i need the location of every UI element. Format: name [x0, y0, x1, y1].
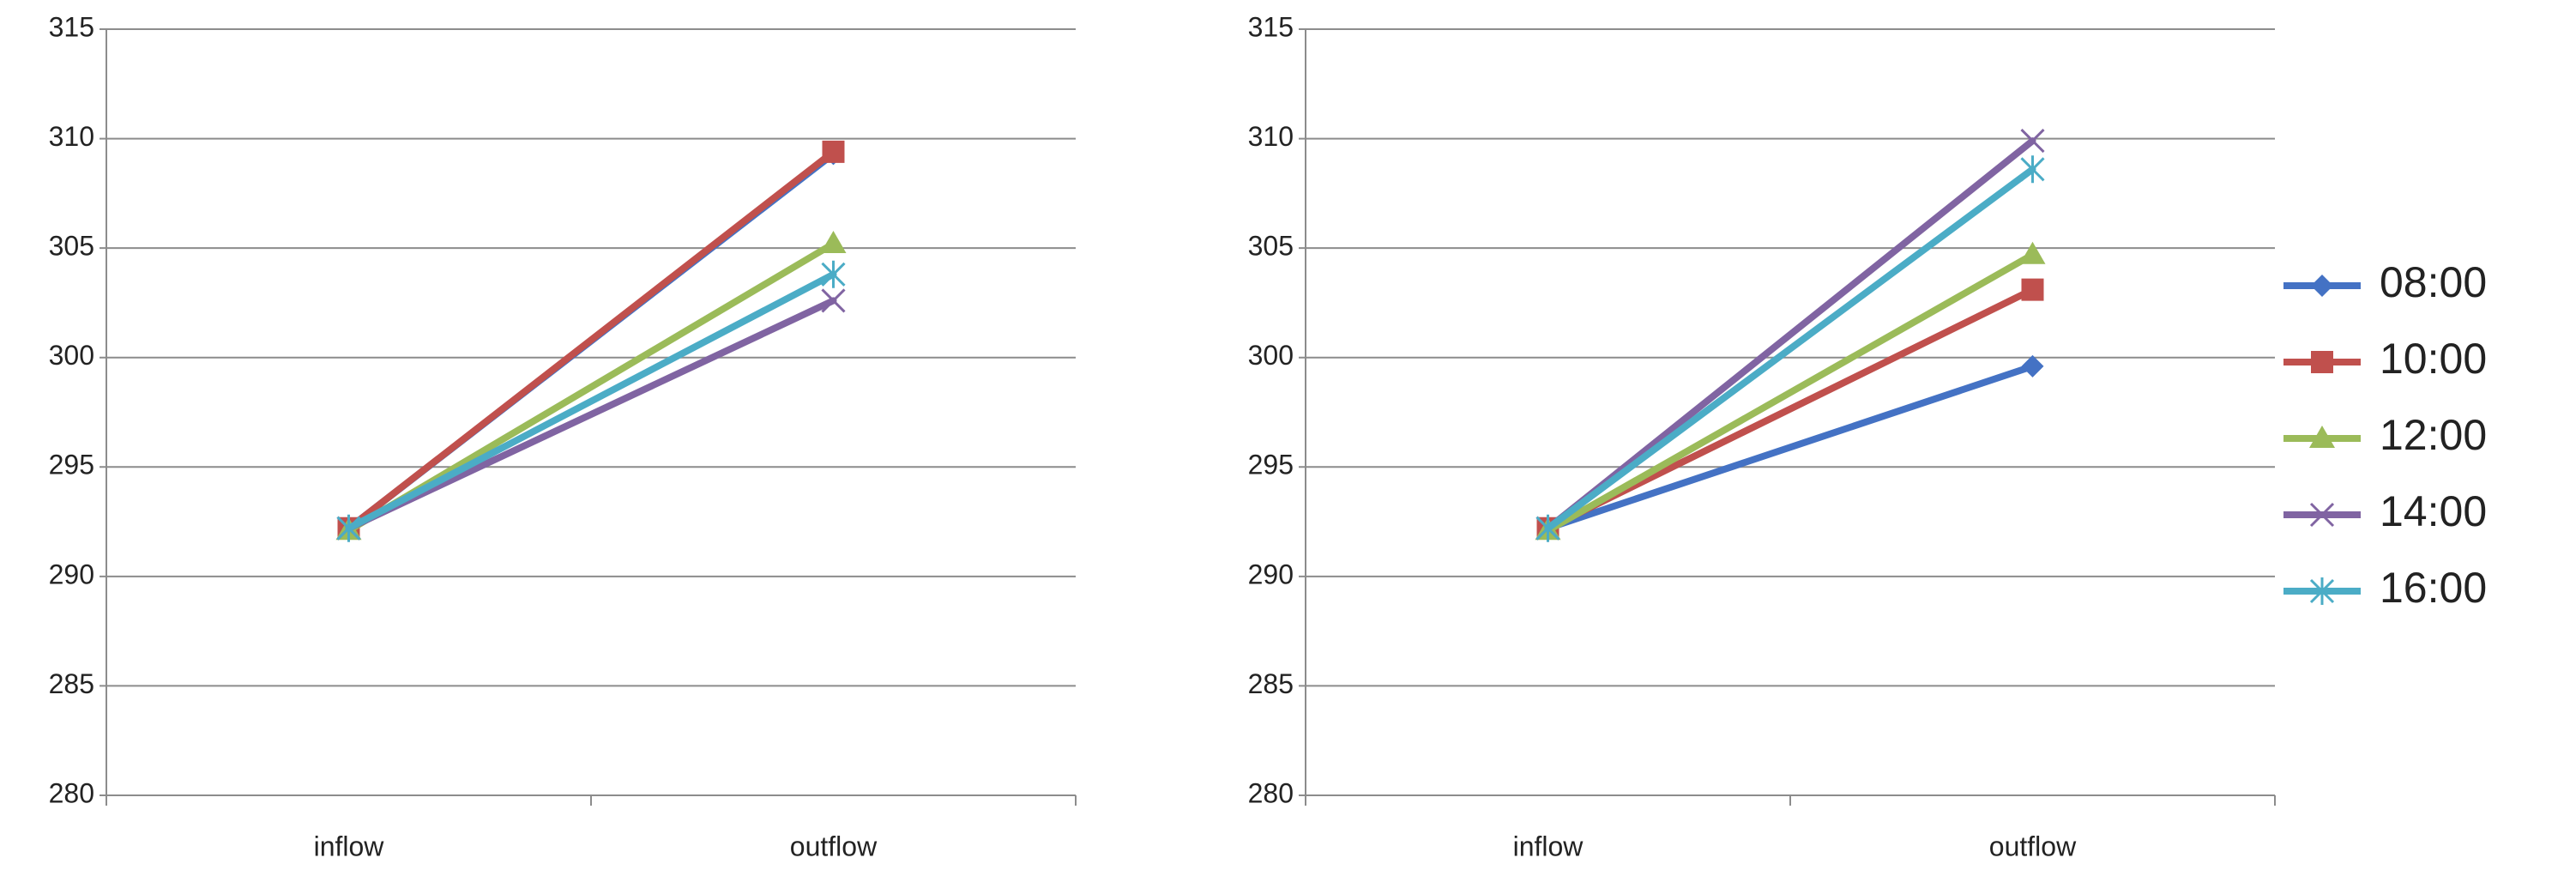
marker [2020, 155, 2045, 184]
series-line [1544, 362, 2036, 532]
chart: 280 285 290 295 300 305 310 315 inflow outflow [1248, 11, 2276, 861]
y-tick-label: 280 [49, 777, 94, 808]
series-line [345, 270, 837, 532]
series-line [1544, 137, 2036, 532]
y-tick-label: 285 [49, 668, 94, 699]
x-tick-label: inflow [314, 831, 385, 861]
y-tick-label: 300 [49, 340, 94, 371]
legend-marker [2309, 577, 2335, 605]
series-line [345, 297, 837, 532]
y-tick-label: 290 [49, 559, 94, 589]
x-tick-label: inflow [1513, 831, 1584, 861]
marker [2021, 278, 2044, 301]
marker [820, 231, 847, 254]
y-tick-label: 295 [49, 450, 94, 480]
series-line [1544, 286, 2036, 532]
y-tick-label: 295 [1248, 450, 1294, 480]
x-tick-label: outflow [790, 831, 878, 861]
legend-marker [2309, 502, 2335, 528]
y-tick-label: 290 [1248, 559, 1294, 589]
y-tick-label: 315 [1248, 11, 1294, 42]
series-line [1544, 251, 2036, 535]
series-line [345, 148, 837, 532]
y-tick-label: 305 [1248, 231, 1294, 262]
marker [336, 514, 361, 542]
legend-marker [2309, 426, 2335, 448]
legend-marker [2311, 275, 2333, 297]
y-tick-label: 310 [1248, 121, 1294, 152]
legend: 08:00 10:00 12:00 14:00 16:00 [2283, 258, 2487, 612]
legend-label: 16:00 [2380, 564, 2487, 612]
legend-label: 10:00 [2380, 335, 2487, 383]
marker [2021, 354, 2044, 378]
legend-marker [2311, 351, 2333, 373]
marker [821, 260, 846, 288]
legend-label: 08:00 [2380, 258, 2487, 306]
series-line [1544, 166, 2036, 532]
marker [1535, 514, 1560, 542]
y-tick-label: 305 [49, 231, 94, 262]
legend-label: 12:00 [2380, 411, 2487, 459]
legend-label: 14:00 [2380, 487, 2487, 535]
marker [821, 288, 846, 313]
y-tick-label: 300 [1248, 340, 1294, 371]
chart: 280 285 290 295 300 305 310 315 inflow outflow [49, 11, 1077, 861]
y-tick-label: 315 [49, 11, 94, 42]
y-tick-label: 285 [1248, 668, 1294, 699]
y-tick-label: 310 [49, 121, 94, 152]
marker [2019, 241, 2046, 264]
marker [822, 140, 845, 163]
y-tick-label: 280 [1248, 777, 1294, 808]
x-tick-label: outflow [1989, 831, 2077, 861]
marker [2020, 129, 2045, 154]
